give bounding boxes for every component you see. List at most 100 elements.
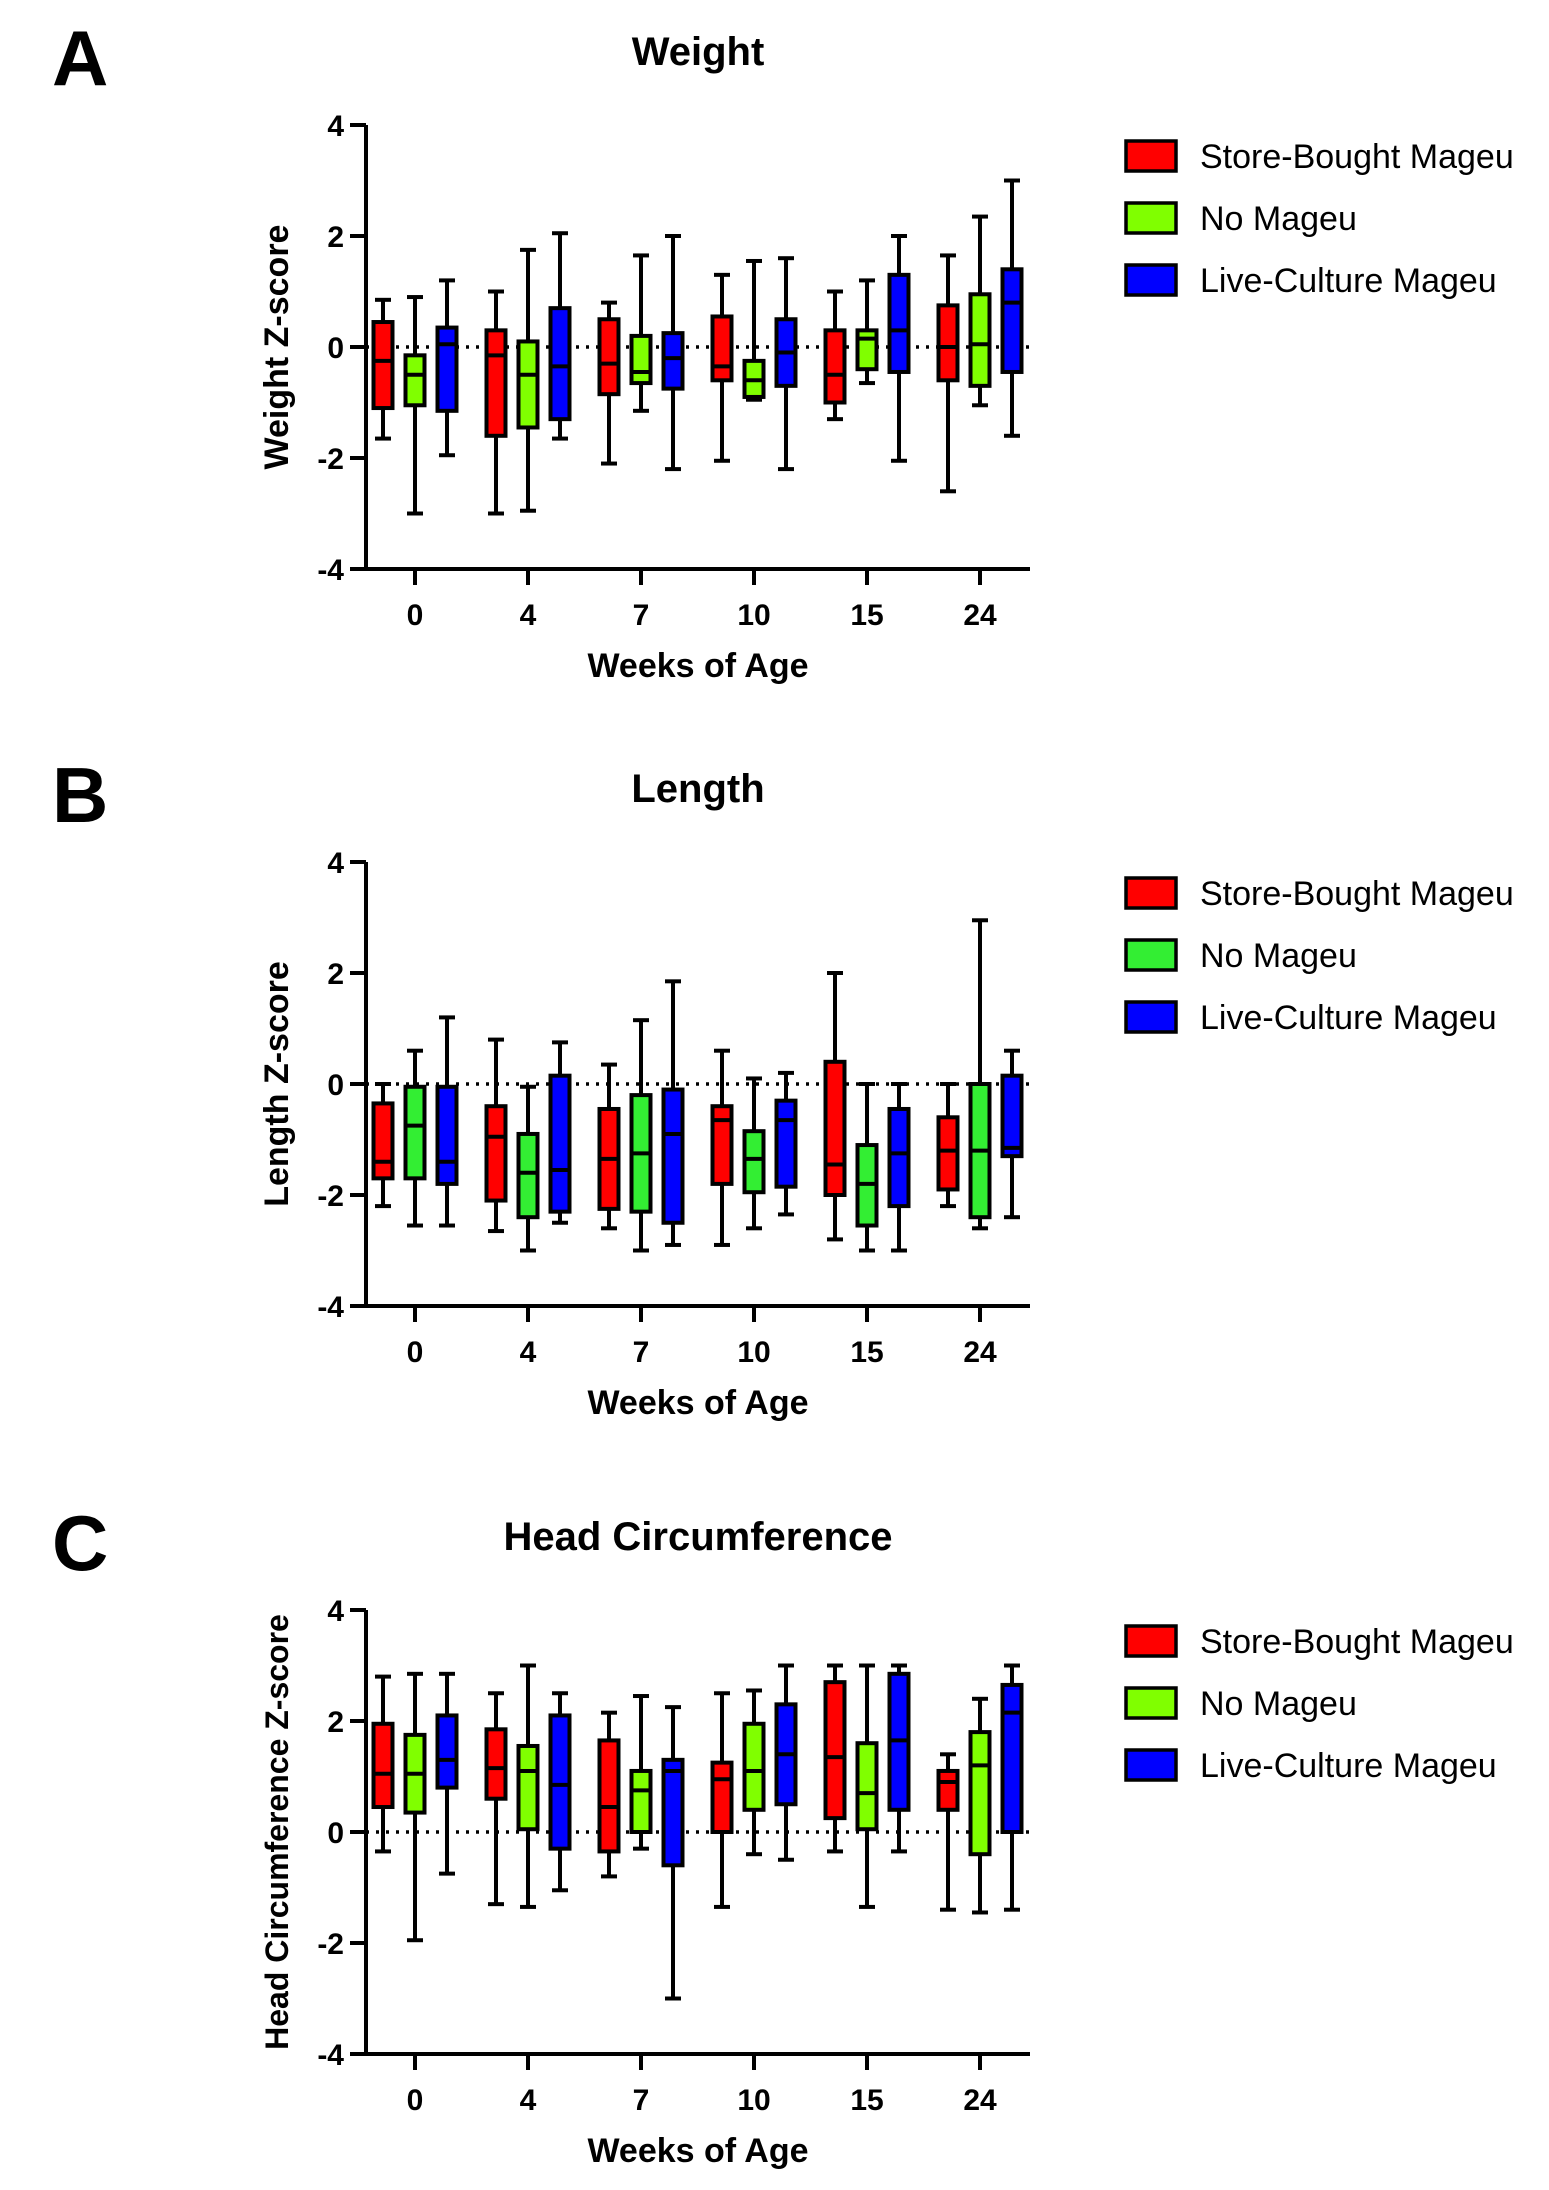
box-iqr [403,353,427,408]
box-iqr [371,1721,395,1810]
legend-label: No Mageu [1200,937,1357,975]
box-iqr [597,1738,621,1854]
box-store-bought-mageu-week-15 [823,1663,847,1854]
box-iqr [516,1131,540,1220]
x-tick-label: 0 [407,599,424,632]
box-iqr [516,339,540,430]
box-iqr [710,314,734,383]
box-iqr [516,1743,540,1832]
box-live-culture-mageu-week-10 [774,1663,798,1862]
x-tick-label: 24 [963,599,997,632]
box-iqr [371,1101,395,1181]
legend-label: Live-Culture Mageu [1200,1747,1497,1785]
legend-label: Store-Bought Mageu [1200,1623,1514,1661]
y-tick-label: 0 [327,1069,344,1102]
box-store-bought-mageu-week-7 [597,1062,621,1231]
legend-swatch [1124,139,1178,173]
box-iqr [968,292,992,388]
legend-label: Live-Culture Mageu [1200,999,1497,1037]
box-store-bought-mageu-week-4 [484,289,508,516]
box-iqr [661,331,685,391]
y-axis-label: Head Circumference Z-score [259,1614,295,2050]
box-iqr [710,1760,734,1834]
box-no-mageu-week-15 [855,1663,879,1909]
box-store-bought-mageu-week-0 [371,1082,395,1209]
box-iqr [435,325,459,413]
box-live-culture-mageu-week-7 [661,234,685,472]
box-live-culture-mageu-week-7 [661,979,685,1247]
chart-title: Length [631,767,764,811]
box-iqr [484,1727,508,1801]
box-iqr [742,1721,766,1812]
legend-label: Store-Bought Mageu [1200,875,1514,913]
legend-label: No Mageu [1200,1685,1357,1723]
box-iqr [968,1730,992,1857]
legend-swatch [1124,1748,1178,1782]
y-tick-label: 4 [327,1595,344,1628]
y-axis-label: Weight Z-score [258,225,296,470]
box-store-bought-mageu-week-10 [710,272,734,463]
box-store-bought-mageu-week-4 [484,1037,508,1234]
box-iqr [823,328,847,405]
box-iqr [548,1713,572,1851]
box-iqr [887,1106,911,1209]
box-iqr [936,1115,960,1192]
box-store-bought-mageu-week-7 [597,1710,621,1879]
box-iqr [484,1104,508,1203]
box-iqr [823,1680,847,1821]
panel-letter: C [52,1499,108,1587]
y-tick-label: -4 [317,554,344,587]
y-tick-label: -2 [317,1928,344,1961]
box-store-bought-mageu-week-0 [371,297,395,441]
legend: Store-Bought Mageu No Mageu Live-Culture M… [1124,875,1514,1037]
box-no-mageu-week-15 [855,278,879,386]
box-no-mageu-week-7 [629,1694,653,1851]
box-store-bought-mageu-week-0 [371,1674,395,1854]
box-live-culture-mageu-week-24 [1000,1663,1024,1912]
box-no-mageu-week-15 [855,1082,879,1253]
y-tick-label: 4 [327,847,344,880]
x-tick-label: 4 [520,599,537,632]
box-live-culture-mageu-week-10 [774,256,798,472]
box-live-culture-mageu-week-4 [548,231,572,441]
box-iqr [484,328,508,438]
y-tick-label: -2 [317,443,344,476]
box-live-culture-mageu-week-7 [661,1705,685,2001]
y-tick-label: 0 [327,1817,344,1850]
x-tick-label: 10 [737,2084,770,2117]
x-axis-label: Weeks of Age [587,647,808,685]
y-tick-label: 0 [327,332,344,365]
box-iqr [774,1098,798,1189]
chart-title: Head Circumference [503,1515,892,1559]
chart-title: Weight [632,30,765,74]
box-no-mageu-week-24 [968,918,992,1231]
legend-swatch [1124,201,1178,235]
box-no-mageu-week-7 [629,253,653,413]
x-tick-label: 4 [520,1336,537,1369]
box-iqr [1000,1073,1024,1159]
box-store-bought-mageu-week-15 [823,289,847,422]
box-live-culture-mageu-week-0 [435,1671,459,1876]
box-live-culture-mageu-week-15 [887,1082,911,1253]
box-live-culture-mageu-week-24 [1000,1048,1024,1220]
y-tick-label: 2 [327,1706,344,1739]
box-live-culture-mageu-week-15 [887,234,911,463]
legend-swatch [1124,1000,1178,1034]
box-iqr [742,1129,766,1195]
box-store-bought-mageu-week-10 [710,1691,734,1909]
box-iqr [548,306,572,422]
y-tick-label: 2 [327,221,344,254]
box-no-mageu-week-10 [742,258,766,402]
box-no-mageu-week-0 [403,295,427,516]
box-store-bought-mageu-week-7 [597,300,621,466]
box-live-culture-mageu-week-4 [548,1040,572,1225]
x-tick-label: 7 [633,2084,650,2117]
y-tick-label: -2 [317,1180,344,1213]
legend-swatch [1124,938,1178,972]
x-tick-label: 15 [850,2084,883,2117]
x-tick-label: 10 [737,599,770,632]
box-no-mageu-week-24 [968,214,992,408]
y-tick-label: 4 [327,110,344,143]
box-iqr [1000,1682,1024,1835]
